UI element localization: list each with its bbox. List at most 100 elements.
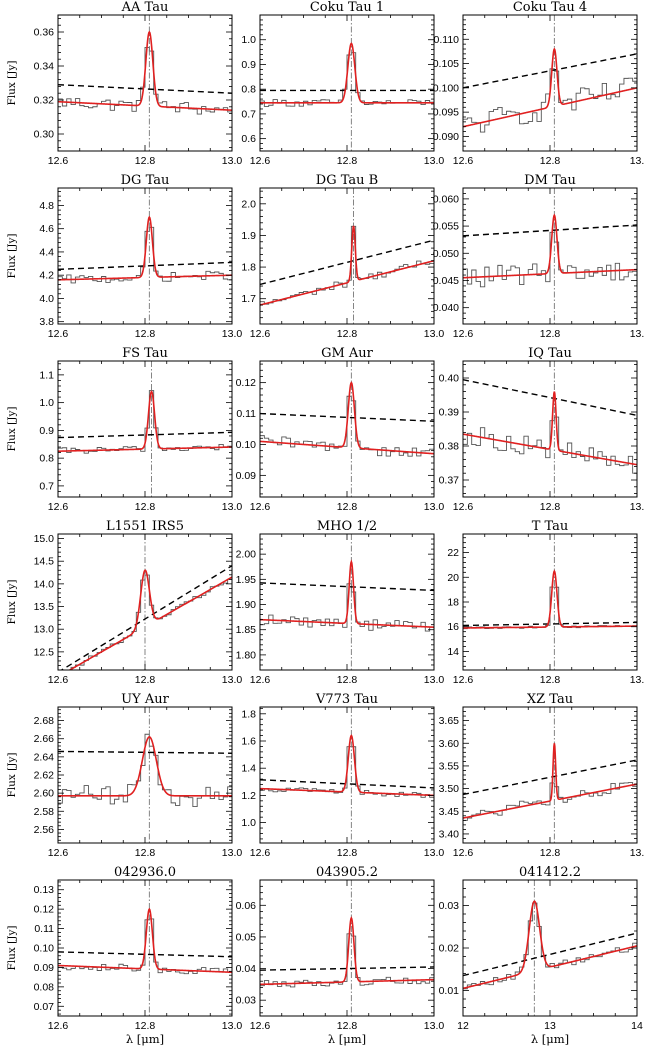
y-tick-label: 0.090	[433, 131, 459, 143]
y-tick-label: 0.12	[34, 904, 55, 916]
panel-12: 12.6 12.8 13.0 2.56 2.58 2.60 2.62 2.64 2.66 2.68…	[6, 692, 242, 859]
y-tick-label: 1.4	[241, 763, 256, 775]
panel-4: 12.6 12.8 13.0 1.7 1.8 1.9 2.0 DG Tau B	[241, 173, 444, 340]
x-tick-label: 13.0	[424, 155, 445, 167]
x-tick-label: 12.6	[250, 847, 271, 859]
y-axis-label: Flux [Jy]	[6, 580, 18, 625]
plot-area	[463, 534, 637, 670]
dashed-level	[260, 582, 434, 592]
y-tick-label: 0.055	[433, 221, 459, 233]
x-tick-label: 13.	[630, 501, 645, 513]
panel-14: 12.6 12.8 13. 3.40 3.45 3.50 3.55 3.60 3.65 XZ Ta…	[439, 692, 645, 859]
x-tick-label: 12.6	[250, 674, 271, 686]
x-tick-label: 12.8	[337, 1020, 358, 1032]
panel-title: AA Tau	[121, 0, 169, 15]
x-tick-label: 12.6	[453, 847, 474, 859]
model-fit	[58, 736, 232, 797]
model-fit	[58, 215, 232, 281]
x-tick-label: 12.6	[48, 155, 69, 167]
y-tick-label: 13.0	[34, 624, 55, 636]
y-tick-label: 0.32	[34, 95, 55, 107]
y-tick-label: 0.10	[236, 439, 257, 451]
dashed-level	[58, 951, 232, 958]
panel-title: V773 Tau	[315, 692, 378, 707]
y-tick-label: 0.06	[236, 900, 257, 912]
x-tick-label: 12.8	[337, 847, 358, 859]
x-tick-label: 12.6	[48, 847, 69, 859]
x-tick-label: 13.	[630, 847, 645, 859]
x-axis-label: λ [μm]	[328, 1032, 366, 1046]
y-tick-label: 0.09	[34, 962, 55, 974]
y-tick-label: 3.65	[439, 715, 460, 727]
y-tick-label: 1.7	[241, 293, 256, 305]
spectrum-histogram	[260, 225, 434, 305]
y-tick-label: 1.95	[236, 574, 257, 586]
y-tick-label: 14	[447, 646, 459, 658]
model-fit	[68, 569, 232, 670]
x-tick-label: 12.8	[540, 155, 561, 167]
panel-title: IQ Tau	[528, 346, 572, 361]
plot-area	[463, 15, 637, 151]
plot-area	[58, 880, 232, 1016]
panel-title: XZ Tau	[527, 692, 573, 707]
panel-11: 12.6 12.8 13. 14 16 18 20 22 T Tau	[447, 519, 644, 686]
spectrum-histogram	[463, 68, 637, 133]
x-tick-label: 13.	[630, 328, 645, 340]
panel-title: DG Tau B	[316, 173, 378, 188]
dashed-level	[260, 779, 434, 789]
plot-area	[58, 707, 232, 843]
plot-area	[260, 361, 434, 497]
y-tick-label: 1.90	[236, 599, 257, 611]
x-tick-label: 12.8	[135, 328, 156, 340]
x-tick-label: 13.	[630, 674, 645, 686]
axes-frame	[462, 706, 638, 844]
panel-title: GM Aur	[321, 346, 374, 361]
axes-frame	[462, 879, 638, 1017]
dashed-level	[260, 966, 434, 971]
y-tick-label: 22	[447, 547, 459, 559]
plot-area	[60, 534, 232, 670]
x-axis-label: λ [μm]	[126, 1032, 164, 1046]
x-tick-label: 12.6	[48, 328, 69, 340]
x-tick-label: 12.8	[135, 501, 156, 513]
x-tick-label: 12	[457, 1020, 469, 1032]
x-tick-label: 12.6	[453, 501, 474, 513]
model-fit	[58, 390, 232, 452]
y-tick-label: 0.12	[236, 377, 257, 389]
dashed-level	[463, 932, 637, 977]
x-tick-label: 13.0	[222, 155, 243, 167]
x-tick-label: 12.8	[135, 674, 156, 686]
panel-0: 12.6 12.8 13.0 0.30 0.32 0.34 0.36 AA Tau Flux […	[6, 0, 242, 167]
x-tick-label: 13.0	[424, 674, 445, 686]
panel-title: 043905.2	[316, 865, 378, 880]
panel-10: 12.6 12.8 13.0 1.80 1.85 1.90 1.95 2.00 MHO 1/2	[236, 519, 445, 686]
model-fit	[260, 734, 434, 797]
y-tick-label: 1.0	[241, 34, 256, 46]
y-tick-label: 13.5	[34, 601, 55, 613]
x-tick-label: 12.6	[453, 155, 474, 167]
y-tick-label: 3.50	[439, 783, 460, 795]
x-tick-label: 12.6	[48, 501, 69, 513]
plot-area	[463, 188, 637, 324]
y-tick-label: 0.38	[439, 441, 460, 453]
plot-area	[58, 15, 232, 151]
y-tick-label: 2.66	[34, 733, 55, 745]
y-tick-label: 12.5	[34, 646, 55, 658]
panel-title: DG Tau	[121, 173, 170, 188]
plot-area	[463, 880, 637, 1016]
panel-title: FS Tau	[122, 346, 168, 361]
plot-area	[463, 361, 637, 497]
y-tick-label: 0.40	[439, 373, 460, 385]
spectrum-histogram	[463, 902, 637, 990]
panel-15: 12.6 12.8 13.0 0.07 0.08 0.09 0.10 0.11 0.12 0.13…	[6, 865, 242, 1046]
y-tick-label: 20	[447, 572, 459, 584]
y-tick-label: 0.8	[39, 453, 54, 465]
y-tick-label: 3.45	[439, 806, 460, 818]
spectrum-histogram	[463, 416, 637, 474]
x-tick-label: 13.0	[222, 674, 243, 686]
model-fit	[463, 569, 637, 629]
dashed-level	[58, 261, 232, 271]
x-tick-label: 13.0	[222, 501, 243, 513]
x-tick-label: 13.0	[424, 847, 445, 859]
